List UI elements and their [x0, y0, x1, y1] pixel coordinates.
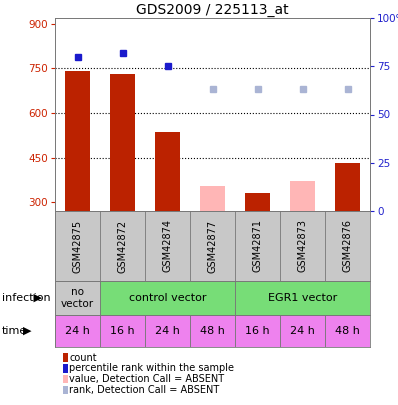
Text: ▶: ▶ [2, 293, 42, 303]
Text: 24 h: 24 h [65, 326, 90, 336]
Bar [335, 164, 360, 211]
Text: count: count [69, 352, 97, 362]
Text: EGR1 vector: EGR1 vector [268, 293, 337, 303]
Text: 48 h: 48 h [335, 326, 360, 336]
Text: 48 h: 48 h [200, 326, 225, 336]
Text: time: time [2, 326, 27, 336]
Text: value, Detection Call = ABSENT: value, Detection Call = ABSENT [69, 374, 224, 384]
Text: GSM42874: GSM42874 [162, 220, 172, 273]
Text: 16 h: 16 h [110, 326, 135, 336]
Text: GSM42872: GSM42872 [117, 220, 127, 273]
Bar [280, 315, 325, 347]
Text: ▶: ▶ [2, 326, 31, 336]
Text: GSM42875: GSM42875 [72, 220, 82, 273]
Text: GSM42871: GSM42871 [252, 220, 263, 273]
Bar [100, 315, 145, 347]
Text: GSM42877: GSM42877 [207, 220, 217, 273]
Bar [190, 315, 235, 347]
Text: 16 h: 16 h [245, 326, 270, 336]
Text: percentile rank within the sample: percentile rank within the sample [69, 363, 234, 373]
Bar [245, 193, 270, 211]
Bar [55, 281, 100, 315]
Bar [65, 71, 90, 211]
Bar [100, 281, 235, 315]
Text: infection: infection [2, 293, 51, 303]
Text: 24 h: 24 h [155, 326, 180, 336]
Text: 24 h: 24 h [290, 326, 315, 336]
Text: rank, Detection Call = ABSENT: rank, Detection Call = ABSENT [69, 385, 219, 395]
Bar [145, 315, 190, 347]
Bar [235, 315, 280, 347]
Bar [55, 315, 100, 347]
Bar [325, 315, 370, 347]
Text: GSM42873: GSM42873 [297, 220, 308, 273]
Bar [235, 281, 370, 315]
Text: control vector: control vector [129, 293, 206, 303]
Bar [200, 186, 225, 211]
Bar [155, 132, 180, 211]
Bar [290, 181, 315, 211]
Title: GDS2009 / 225113_at: GDS2009 / 225113_at [136, 3, 289, 17]
Text: no
vector: no vector [61, 287, 94, 309]
Bar [110, 75, 135, 211]
Text: GSM42876: GSM42876 [343, 220, 353, 273]
